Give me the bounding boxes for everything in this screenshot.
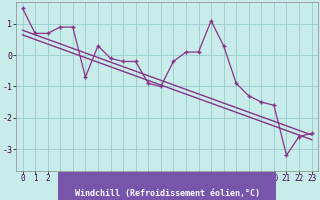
X-axis label: Windchill (Refroidissement éolien,°C): Windchill (Refroidissement éolien,°C): [75, 189, 260, 198]
